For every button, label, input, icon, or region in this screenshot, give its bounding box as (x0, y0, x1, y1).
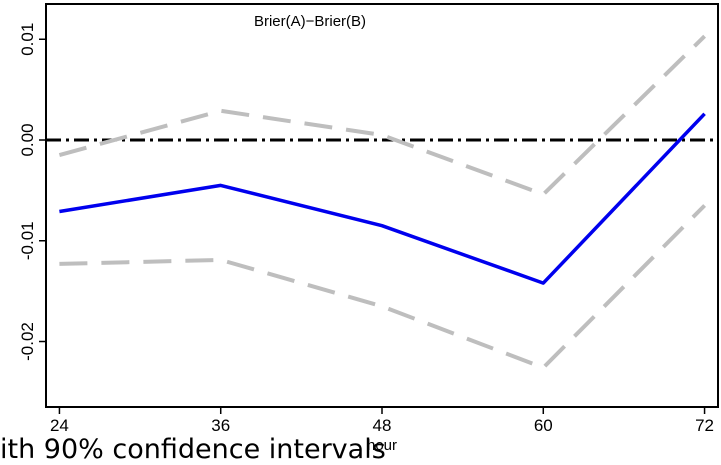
x-tick-label: 60 (534, 416, 553, 435)
series-upper-line (58, 34, 707, 197)
x-tick-label: 72 (695, 416, 714, 435)
y-tick-label: 0.00 (18, 123, 37, 156)
y-tick-label: -0.01 (18, 221, 37, 260)
caption-text: ith 90% confidence intervals (0, 434, 386, 465)
x-tick-label: 24 (50, 416, 69, 435)
x-axis-title: hour (367, 437, 397, 454)
chart-title: Brier(A)−Brier(B) (254, 13, 366, 30)
y-tick-label: 0.01 (18, 23, 37, 56)
x-tick-label: 48 (373, 416, 392, 435)
x-tick-label: 36 (211, 416, 230, 435)
y-tick-label: -0.02 (18, 322, 37, 361)
series-lower-line (59, 204, 707, 370)
series-estimate-line (59, 112, 706, 285)
